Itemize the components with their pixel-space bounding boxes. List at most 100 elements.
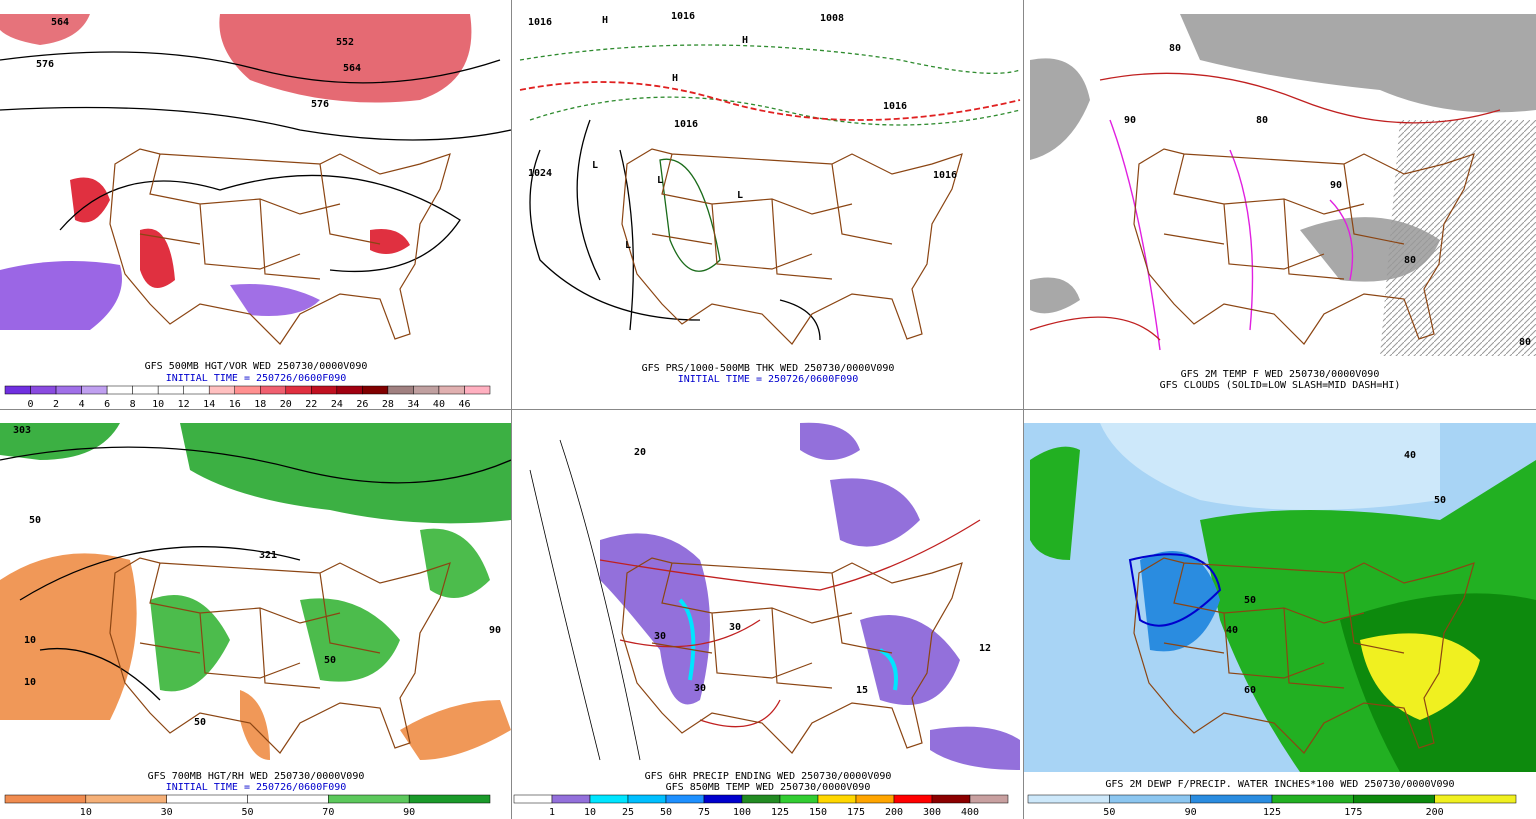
colorbar-label: 200 — [885, 807, 903, 818]
colorbar-swatch — [4, 385, 31, 395]
colorbar-swatch — [208, 385, 235, 395]
map-label: 30 — [694, 683, 706, 694]
map-label: 552 — [336, 37, 354, 48]
colorbar-label: 25 — [622, 807, 634, 818]
colorbar-swatch — [513, 794, 553, 804]
colorbar-swatch — [30, 385, 57, 395]
caption: GFS 500MB HGT/VOR WED 250730/0000V090 — [145, 361, 368, 372]
map-label: 50 — [1244, 595, 1256, 606]
caption: GFS CLOUDS (SOLID=LOW SLASH=MID DASH=HI) — [1160, 380, 1401, 391]
colorbar-label: 50 — [1103, 807, 1115, 818]
colorbar-swatch — [336, 385, 363, 395]
map-label: 1016 — [674, 119, 698, 130]
colorbar-swatch — [132, 385, 159, 395]
colorbar-swatch — [551, 794, 591, 804]
colorbar-swatch — [1271, 794, 1354, 804]
colorbar-swatch — [157, 385, 184, 395]
map-label: 10 — [24, 635, 36, 646]
colorbar-swatch — [779, 794, 819, 804]
map-label: 1008 — [820, 13, 844, 24]
colorbar-label: 10 — [80, 807, 92, 818]
map-label: 20 — [634, 447, 646, 458]
caption: INITIAL TIME = 250726/0600F090 — [166, 782, 347, 793]
caption: GFS 6HR PRECIP ENDING WED 250730/0000V09… — [645, 771, 892, 782]
colorbar-label: 150 — [809, 807, 827, 818]
map-label: 15 — [856, 685, 868, 696]
colorbar-swatch — [893, 794, 933, 804]
colorbar-label: 175 — [847, 807, 865, 818]
map-label: 50 — [324, 655, 336, 666]
colorbar-swatch — [855, 794, 895, 804]
colorbar-label: 50 — [660, 807, 672, 818]
colorbar-swatch — [328, 794, 410, 804]
colorbar-label: 46 — [458, 399, 470, 410]
colorbar-label: 30 — [161, 807, 173, 818]
colorbar-swatch — [387, 385, 414, 395]
colorbar-swatch — [81, 385, 108, 395]
colorbar-label: 200 — [1426, 807, 1444, 818]
colorbar-swatch — [311, 385, 338, 395]
map-label: H — [602, 15, 608, 26]
map-label: 90 — [1124, 115, 1136, 126]
colorbar-swatch — [1190, 794, 1273, 804]
colorbar-label: 2 — [53, 399, 59, 410]
colorbar-swatch — [627, 794, 667, 804]
colorbar-label: 125 — [771, 807, 789, 818]
colorbar-swatch — [1109, 794, 1191, 804]
caption: GFS 850MB TEMP WED 250730/0000V090 — [666, 782, 871, 793]
colorbar-label: 16 — [229, 399, 241, 410]
colorbar-swatch — [1353, 794, 1435, 804]
caption: GFS PRS/1000-500MB THK WED 250730/0000V0… — [642, 363, 895, 374]
colorbar-label: 400 — [961, 807, 979, 818]
colorbar-label: 24 — [331, 399, 343, 410]
colorbar-label: 22 — [305, 399, 317, 410]
map-label: 80 — [1256, 115, 1268, 126]
map-label: 80 — [1404, 255, 1416, 266]
map-label: 1016 — [528, 17, 552, 28]
map-label: 50 — [29, 515, 41, 526]
colorbar-swatch — [234, 385, 261, 395]
map-label: 1016 — [671, 11, 695, 22]
map-label: 30 — [654, 631, 666, 642]
map-label: 576 — [311, 99, 329, 110]
caption: GFS 700MB HGT/RH WED 250730/0000V090 — [148, 771, 365, 782]
colorbar-swatch — [362, 385, 389, 395]
map-label: 40 — [1226, 625, 1238, 636]
map-label: 80 — [1519, 337, 1531, 348]
colorbar-swatch — [589, 794, 629, 804]
colorbar-swatch — [931, 794, 971, 804]
map-precip — [512, 422, 1023, 772]
colorbar-label: 10 — [584, 807, 596, 818]
map-label: 30 — [729, 622, 741, 633]
colorbar-label: 90 — [403, 807, 415, 818]
colorbar-swatch — [969, 794, 1009, 804]
colorbar-label: 175 — [1344, 807, 1362, 818]
colorbar-label: 34 — [407, 399, 419, 410]
map-label: 576 — [36, 59, 54, 70]
colorbar-label: 18 — [254, 399, 266, 410]
colorbar-label: 125 — [1263, 807, 1281, 818]
map-label: 12 — [979, 643, 991, 654]
map-label: 90 — [489, 625, 501, 636]
map-label: L — [737, 190, 743, 201]
map-label: 1016 — [933, 170, 957, 181]
caption: INITIAL TIME = 250726/0600F090 — [166, 373, 347, 384]
colorbar-label: 26 — [356, 399, 368, 410]
map-label: L — [592, 160, 598, 171]
colorbar-swatch — [665, 794, 705, 804]
colorbar-swatch — [55, 385, 82, 395]
colorbar-label: 4 — [79, 399, 85, 410]
colorbar-swatch — [4, 794, 87, 804]
map-label: 40 — [1404, 450, 1416, 461]
map-label: 1016 — [883, 101, 907, 112]
colorbar-swatch — [1434, 794, 1517, 804]
map-label: 10 — [24, 677, 36, 688]
map-label: 564 — [51, 17, 69, 28]
colorbar-label: 6 — [104, 399, 110, 410]
colorbar-swatch — [260, 385, 287, 395]
colorbar-label: 50 — [241, 807, 253, 818]
map-label: L — [657, 175, 663, 186]
caption: GFS 2M TEMP F WED 250730/0000V090 — [1181, 369, 1380, 380]
caption: INITIAL TIME = 250726/0600F090 — [678, 374, 859, 385]
map-label: 80 — [1169, 43, 1181, 54]
